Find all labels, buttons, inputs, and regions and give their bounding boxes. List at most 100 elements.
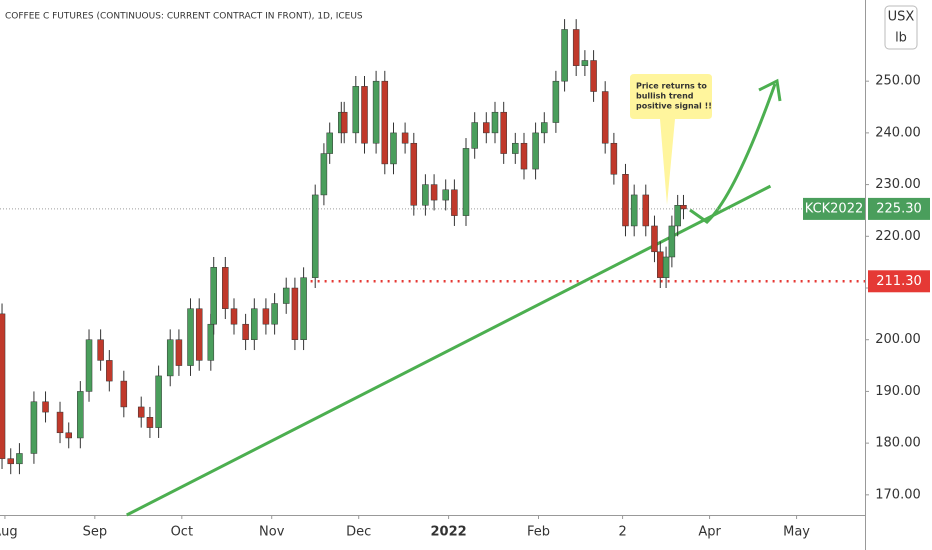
candle-body (491, 111, 499, 134)
last-price-label: 225.30 (876, 201, 922, 216)
candle-body (352, 86, 360, 134)
candle-body (410, 142, 418, 206)
candle-body (451, 189, 458, 216)
candle-body (187, 308, 194, 366)
y-tick-label: 240.00 (875, 125, 921, 140)
symbol-label: KCK2022 (805, 201, 864, 216)
candle-body (561, 29, 568, 82)
candle-body (16, 453, 23, 465)
candle-body (601, 91, 609, 144)
candle-body (207, 323, 215, 361)
candle-body (30, 401, 38, 454)
candle-body (401, 132, 409, 144)
candle-body (230, 308, 238, 325)
x-tick-label: Oct (171, 525, 193, 540)
last-price-label-bg (868, 197, 930, 220)
support-label-bg (868, 270, 930, 293)
candle-body (300, 277, 307, 340)
candle-body (262, 308, 270, 325)
candle-body (56, 411, 64, 434)
candle-body (442, 189, 449, 201)
candle-body (146, 417, 154, 428)
candle-body (512, 142, 519, 154)
candle-body (390, 132, 397, 165)
support-label: 211.30 (876, 274, 922, 289)
candle-body (430, 184, 438, 201)
candle-body (642, 194, 650, 227)
candle-body (77, 391, 84, 439)
candle-body (520, 142, 528, 170)
x-tick-label: Feb (527, 525, 550, 540)
y-tick-label: 190.00 (875, 384, 921, 399)
x-tick-label: May (783, 525, 810, 540)
trendline (126, 184, 772, 517)
candle-body (291, 287, 299, 340)
y-tick-label: 200.00 (875, 332, 921, 347)
y-tick-label: 180.00 (875, 436, 921, 451)
candle-body (137, 406, 145, 418)
candle-body (120, 380, 128, 408)
candle-body (581, 60, 589, 66)
y-tick-label: 250.00 (875, 74, 921, 89)
annotation-text: positive signal !! (636, 102, 712, 111)
unit-top: USX (888, 10, 915, 25)
candle-body (0, 313, 6, 459)
arrow-head (758, 78, 782, 102)
candle-body (320, 153, 328, 196)
x-tick-label: 2022 (430, 525, 466, 540)
candle-body (630, 194, 638, 227)
candle-body (668, 225, 676, 258)
candle-body (340, 111, 348, 134)
candle-body (97, 339, 104, 361)
annotation-text: Price returns to (636, 82, 707, 91)
candle-body (166, 339, 174, 377)
candle-body (106, 360, 113, 382)
candle-body (610, 142, 618, 175)
candle-body (590, 60, 597, 92)
candle-body (381, 80, 389, 165)
candle-body (195, 308, 203, 361)
candle-body (251, 308, 258, 340)
y-tick-label: 170.00 (875, 487, 921, 502)
candle-body (483, 122, 490, 134)
candle-body (65, 432, 72, 439)
x-tick-label: Nov (259, 525, 285, 540)
candle-body (657, 251, 664, 278)
candle-body (471, 122, 478, 149)
candle-body (462, 148, 470, 216)
y-tick-label: 230.00 (875, 177, 921, 192)
candle-body (175, 339, 183, 366)
candle-body (680, 205, 687, 210)
candle-body (674, 205, 681, 227)
unit-box[interactable] (884, 5, 918, 50)
candle-body (311, 194, 319, 278)
candle-body (85, 339, 93, 392)
candle-body (422, 184, 429, 206)
candle-body (372, 80, 380, 144)
x-tick-label: Apr (698, 525, 721, 540)
candle-body (622, 174, 629, 227)
candle-body (271, 303, 278, 325)
candle-body (500, 111, 507, 154)
x-tick-label: Aug (0, 525, 18, 540)
x-tick-label: 2 (618, 525, 626, 540)
candle-body (326, 132, 333, 154)
unit-bottom: lb (895, 31, 907, 46)
x-tick-label: Sep (83, 525, 108, 540)
candle-body (242, 323, 249, 340)
chart-title: COFFEE C FUTURES (CONTINUOUS: CURRENT CO… (5, 12, 363, 22)
candle-body (532, 132, 539, 170)
annotation-callout (630, 74, 712, 205)
y-tick-label: 220.00 (875, 229, 921, 244)
candle-body (210, 267, 217, 325)
candle-body (541, 122, 548, 134)
candle-body (155, 375, 162, 428)
candle-body (572, 29, 580, 66)
candle-body (282, 287, 290, 304)
candle-body (42, 401, 49, 413)
candle-body (651, 225, 658, 253)
symbol-label-bg (803, 197, 865, 220)
candle-body (552, 80, 560, 123)
